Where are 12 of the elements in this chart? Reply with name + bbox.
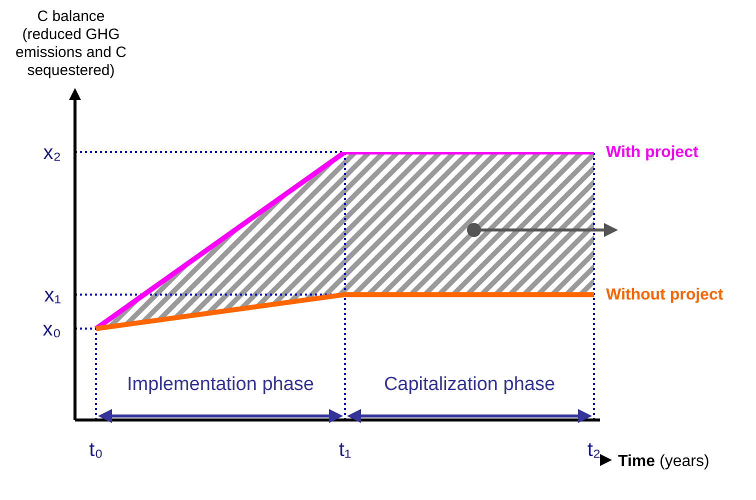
x-tick-label: t₂	[587, 439, 601, 461]
x-tick-label: t₀	[89, 439, 103, 461]
ref-line-label: x₁	[44, 284, 62, 307]
ref-line-label: x₂	[43, 142, 61, 164]
x-axis-title: Time (years)	[618, 453, 710, 470]
annotation: Capitalization phase	[384, 374, 556, 395]
annotation: Implementation phase	[127, 374, 314, 395]
series-label: Without project	[606, 286, 724, 304]
y-axis-title: C balance (reduced GHG emissions and C sequestered)	[14, 8, 128, 80]
ref-line-label: x₀	[42, 318, 61, 341]
x-tick-label: t₁	[338, 439, 352, 461]
series-label: With project	[606, 144, 699, 161]
